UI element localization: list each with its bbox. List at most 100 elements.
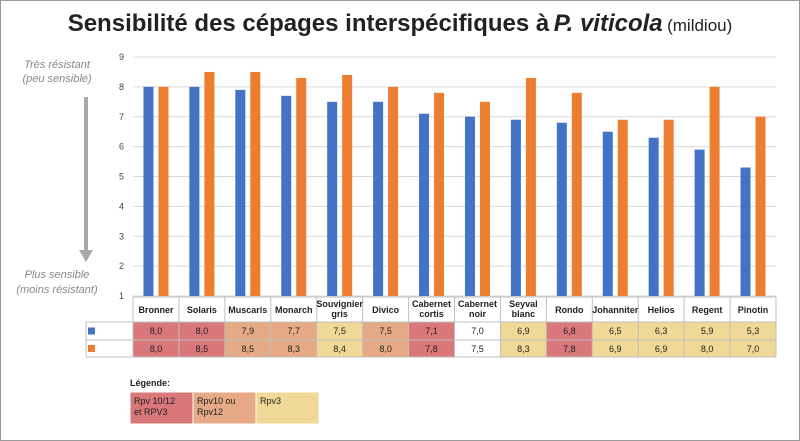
side-label-top-2: (peu sensible) <box>22 73 91 85</box>
table-cell-value: 7,0 <box>471 326 484 336</box>
table-cell-value: 7,8 <box>425 344 438 354</box>
category-label: Solaris <box>187 305 217 315</box>
bar-s1-6 <box>419 113 430 296</box>
series-swatch-1 <box>88 327 95 335</box>
table-cell-value: 7,5 <box>471 344 484 354</box>
bar-s1-0 <box>143 86 154 296</box>
table-cell-value: 6,9 <box>609 344 622 354</box>
table-cell-value: 5,9 <box>701 326 714 336</box>
table-cell-value: 7,9 <box>242 326 255 336</box>
bar-s2-1 <box>204 71 215 296</box>
bar-s1-11 <box>648 137 659 296</box>
side-label-bottom-1: Plus sensible <box>25 269 90 281</box>
y-axis: 1 2 3 4 5 6 7 8 9 <box>119 52 124 301</box>
chart-title: Sensibilité des cépages interspécifiques… <box>0 10 800 38</box>
bar-s1-2 <box>235 89 246 296</box>
table-cell-value: 6,8 <box>563 326 576 336</box>
bar-s1-13 <box>740 167 751 296</box>
y-tick-label: 1 <box>119 291 124 301</box>
legend-box-b <box>192 391 257 425</box>
bar-s2-3 <box>296 77 307 296</box>
bars <box>143 71 766 297</box>
table-cell-value: 7,1 <box>425 326 438 336</box>
table-cell-value: 8,0 <box>701 344 714 354</box>
legend-label-c: Rpv3 <box>260 396 281 406</box>
title-suffix: (mildiou) <box>667 16 733 35</box>
y-tick-label: 6 <box>119 142 124 152</box>
table-cell-value: 7,0 <box>747 344 760 354</box>
bar-s2-7 <box>479 101 490 296</box>
bar-s2-8 <box>525 77 536 296</box>
bar-s1-4 <box>327 101 338 296</box>
series-swatch-2 <box>88 345 95 352</box>
bar-s2-6 <box>434 92 445 296</box>
table-cell-value: 8,0 <box>379 344 392 354</box>
bar-s2-2 <box>250 71 261 296</box>
bar-s2-11 <box>663 119 674 296</box>
category-label: Divico <box>372 305 400 315</box>
category-label: Pinotin <box>738 305 769 315</box>
y-tick-label: 9 <box>119 52 124 62</box>
table-cell-value: 7,7 <box>287 326 300 336</box>
category-label: Muscaris <box>228 305 267 315</box>
bar-s2-13 <box>755 116 766 296</box>
table-cell-value: 8,4 <box>333 344 346 354</box>
table-cell-value: 7,5 <box>333 326 346 336</box>
legend-label-a: Rpv 10/12 et RPV3 <box>134 396 175 417</box>
title-main: Sensibilité des cépages interspécifiques… <box>67 10 550 37</box>
y-tick-label: 4 <box>119 201 124 211</box>
table-cell-value: 7,8 <box>563 344 576 354</box>
bar-s2-4 <box>342 74 353 296</box>
legend-label-b: Rpv10 ou Rpv12 <box>197 396 236 417</box>
legend-box-c <box>255 391 320 425</box>
bar-s2-10 <box>617 119 628 296</box>
category-label: Helios <box>648 305 675 315</box>
bar-s1-9 <box>556 122 567 296</box>
y-tick-label: 8 <box>119 82 124 92</box>
y-tick-label: 7 <box>119 112 124 122</box>
bar-s1-12 <box>694 149 705 296</box>
bar-s1-7 <box>464 116 475 296</box>
bar-s1-8 <box>510 119 521 296</box>
side-label-bottom-2: (moins résistant) <box>16 284 98 296</box>
table-cell-value: 8,3 <box>517 344 530 354</box>
category-label: Johanniter <box>592 305 639 315</box>
y-tick-label: 5 <box>119 172 124 182</box>
side-label-top-1: Très résistant <box>24 59 91 71</box>
table-cell-value: 6,9 <box>655 344 668 354</box>
bar-s2-0 <box>158 86 169 296</box>
category-label: Regent <box>692 305 723 315</box>
legend: Légende: Rpv 10/12 et RPV3 Rpv10 ou Rpv12 Rp… <box>129 378 320 425</box>
table-cell-value: 8,0 <box>196 326 209 336</box>
side-arrow-head <box>79 250 93 262</box>
bar-s2-12 <box>709 86 720 296</box>
table-cell-value: 7,5 <box>379 326 392 336</box>
y-tick-label: 3 <box>119 231 124 241</box>
category-label: Monarch <box>275 305 313 315</box>
legend-title: Légende: <box>130 378 170 388</box>
bar-s1-5 <box>373 101 384 296</box>
table-cell-value: 8,0 <box>150 326 163 336</box>
table-cell-value: 6,5 <box>609 326 622 336</box>
category-label: Rondo <box>555 305 584 315</box>
side-annotation: Très résistant (peu sensible) Plus sensi… <box>16 59 98 296</box>
table-cell-value: 6,3 <box>655 326 668 336</box>
table-cell-value: 8,3 <box>287 344 300 354</box>
bar-s2-9 <box>571 92 582 296</box>
bar-s1-10 <box>602 131 613 296</box>
category-label: Cabernet noir <box>458 299 497 319</box>
table-cell-value: 6,9 <box>517 326 530 336</box>
category-label: Cabernet cortis <box>412 299 451 319</box>
table-cell-value: 8,5 <box>196 344 209 354</box>
bar-s2-5 <box>388 86 399 296</box>
gridlines <box>133 56 776 297</box>
bar-s1-1 <box>189 86 200 296</box>
category-label: Seyval blanc <box>509 299 538 319</box>
table-cell-value: 8,0 <box>150 344 163 354</box>
table-cell-value: 8,5 <box>242 344 255 354</box>
title-italic: P. viticola <box>553 10 663 37</box>
table-cell-value: 5,3 <box>747 326 760 336</box>
y-tick-label: 2 <box>119 261 124 271</box>
